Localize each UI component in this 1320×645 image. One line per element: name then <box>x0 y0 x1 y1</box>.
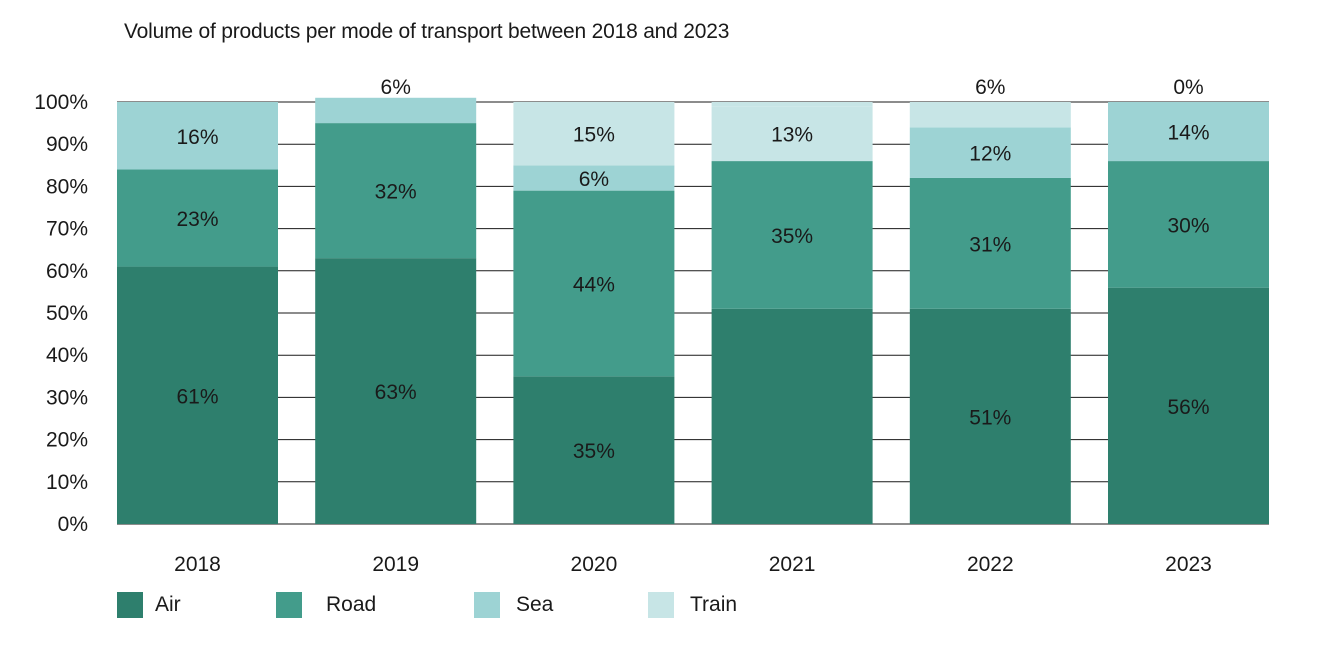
data-label: 35% <box>771 225 813 248</box>
y-tick-label: 50% <box>46 302 88 325</box>
bar-segment-road <box>711 161 873 309</box>
legend-swatch-air <box>117 592 143 618</box>
data-label: 6% <box>381 76 411 99</box>
x-tick-label: 2020 <box>571 553 618 576</box>
chart-legend: Air Road Sea Train <box>0 592 1320 622</box>
legend-label-road: Road <box>326 593 377 616</box>
data-label: 23% <box>176 208 218 231</box>
bar-segment-road <box>513 190 675 377</box>
x-tick-label: 2021 <box>769 553 816 576</box>
data-label: 6% <box>579 168 609 191</box>
x-tick-label: 2022 <box>967 553 1014 576</box>
data-label: 44% <box>573 273 615 296</box>
bar-segment-sea <box>315 97 477 124</box>
x-tick-label: 2023 <box>1165 553 1212 576</box>
stacked-bar-chart: 0% 10% 20% 30% 40% 50% 60% 70% 80% 90% 100% 61% 23% 1… <box>34 76 1269 576</box>
y-tick-label: 60% <box>46 260 88 283</box>
data-label: 56% <box>1167 396 1209 419</box>
bar-segment-train <box>909 102 1071 128</box>
bar-segment-road <box>117 169 278 267</box>
legend-item-road: Road <box>276 592 376 618</box>
y-tick-label: 40% <box>46 344 88 367</box>
y-tick-label: 70% <box>46 218 88 241</box>
bar-segment-air <box>909 308 1071 524</box>
y-tick-label: 80% <box>46 175 88 198</box>
bar-segment-sea <box>513 165 675 191</box>
legend-item-sea: Sea <box>474 592 553 618</box>
bar-segment-train <box>513 102 675 166</box>
y-tick-label: 10% <box>46 471 88 494</box>
bar-segment-sea <box>909 127 1071 178</box>
chart-title: Volume of products per mode of transport… <box>124 20 730 43</box>
data-label: 51% <box>969 406 1011 429</box>
legend-item-train: Train <box>648 592 737 618</box>
bar-segment-sea <box>1108 102 1269 162</box>
bar-segment-train <box>711 106 873 162</box>
y-tick-label: 0% <box>58 513 88 536</box>
bar-segment-road <box>315 123 477 259</box>
bar-segment-air <box>1108 287 1269 524</box>
legend-swatch-train <box>648 592 674 618</box>
data-label: 31% <box>969 233 1011 256</box>
data-label: 0% <box>1173 76 1203 99</box>
data-label: 13% <box>771 124 813 147</box>
data-label: 32% <box>375 181 417 204</box>
data-label: 6% <box>975 76 1005 99</box>
bar-segment-road <box>909 177 1071 309</box>
bar-segment-road <box>1108 161 1269 288</box>
data-label: 35% <box>573 440 615 463</box>
bar-segment-sea <box>117 102 278 170</box>
legend-swatch-sea <box>474 592 500 618</box>
data-label: 15% <box>573 124 615 147</box>
data-label: 30% <box>1167 214 1209 237</box>
data-label: 16% <box>176 126 218 149</box>
data-label: 12% <box>969 143 1011 166</box>
data-label: 63% <box>375 381 417 404</box>
legend-item-air: Air <box>117 592 181 618</box>
legend-label-sea: Sea <box>516 593 554 616</box>
bar-segment-fill <box>711 102 873 107</box>
x-tick-label: 2019 <box>372 553 419 576</box>
x-tick-label: 2018 <box>174 553 221 576</box>
y-tick-label: 30% <box>46 386 88 409</box>
data-label: 14% <box>1167 122 1209 145</box>
bar-segment-air <box>117 266 278 524</box>
legend-label-train: Train <box>690 593 738 616</box>
bar-segment-air <box>315 258 477 524</box>
data-label: 61% <box>176 385 218 408</box>
bar-segment-air <box>711 308 873 524</box>
y-tick-label: 90% <box>46 133 88 156</box>
legend-label-air: Air <box>155 593 181 616</box>
legend-swatch-road <box>276 592 302 618</box>
y-tick-label: 20% <box>46 429 88 452</box>
bar-segment-air <box>513 376 675 524</box>
y-tick-label: 100% <box>34 91 88 114</box>
